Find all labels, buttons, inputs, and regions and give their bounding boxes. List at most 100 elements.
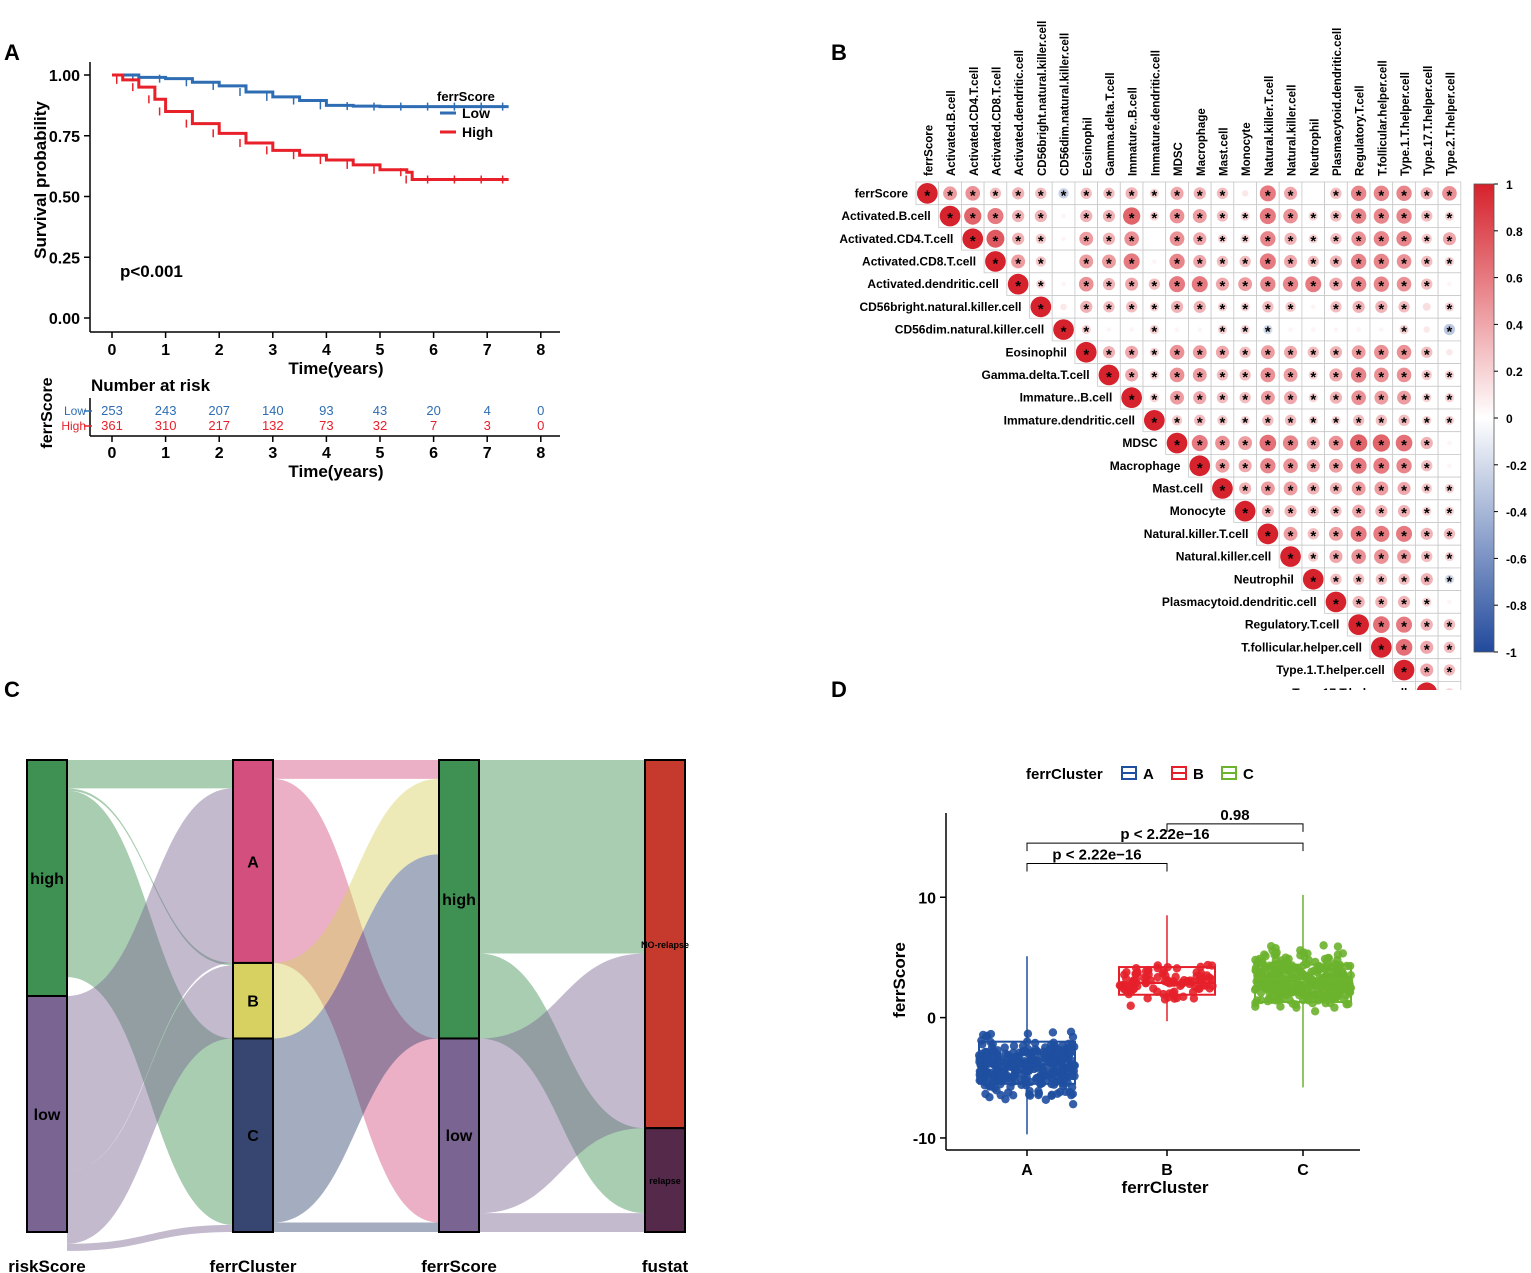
column-label: CD56bright.natural.killer.cell	[1037, 21, 1049, 176]
significance-star: *	[1424, 687, 1430, 690]
data-point	[1303, 949, 1312, 958]
correlation-circle	[1234, 500, 1256, 522]
significance-star: *	[1288, 505, 1294, 522]
significance-star: *	[1424, 551, 1430, 568]
significance-star: *	[1038, 255, 1044, 272]
correlation-circle	[1058, 188, 1069, 199]
sankey-node-label: high	[442, 892, 476, 909]
correlation-circle	[1149, 188, 1159, 198]
correlation-circle	[1396, 367, 1412, 383]
x-tick-label: 4	[322, 342, 331, 359]
row-label: Monocyte	[1170, 504, 1226, 518]
x-tick-label: 5	[376, 342, 385, 359]
sankey-flow	[67, 788, 233, 966]
correlation-circle	[1217, 302, 1228, 312]
data-point	[1041, 1095, 1051, 1104]
correlation-circle	[1262, 301, 1274, 313]
risk-count: 43	[373, 403, 387, 418]
correlation-circle	[1144, 410, 1165, 431]
data-point	[1032, 1047, 1042, 1056]
correlation-circle	[1216, 391, 1229, 404]
row-label: T.follicular.helper.cell	[1241, 640, 1362, 654]
correlation-circle	[1444, 211, 1455, 221]
correlation-circle	[1325, 591, 1347, 613]
sankey-node-label: relapse	[649, 1176, 681, 1186]
significance-star: *	[1401, 619, 1407, 636]
correlation-circle	[1260, 231, 1276, 247]
data-point	[1326, 998, 1335, 1008]
risk-x-tick-label: 3	[268, 445, 277, 462]
correlation-circle	[1169, 276, 1186, 293]
x-tick-label: 0	[108, 342, 117, 359]
data-point	[1276, 1002, 1285, 1011]
y-tick-label: 0.50	[49, 190, 80, 207]
significance-star: *	[1129, 278, 1135, 295]
correlation-circle	[1240, 302, 1250, 312]
significance-star: *	[1424, 414, 1430, 431]
significance-star: *	[1447, 551, 1453, 568]
correlation-circle	[1061, 236, 1066, 242]
risk-count: 7	[430, 418, 437, 433]
significance-star: *	[1424, 641, 1430, 658]
data-point	[1131, 969, 1141, 978]
significance-star: *	[1083, 210, 1089, 227]
data-point	[1189, 994, 1199, 1003]
significance-star: *	[1288, 278, 1294, 295]
row-label: Activated.CD8.T.cell	[862, 254, 976, 268]
correlation-circle	[1308, 234, 1318, 244]
column-label: Activated.CD4.T.cell	[969, 67, 981, 176]
correlation-circle	[987, 208, 1004, 225]
correlation-circle	[1194, 414, 1206, 427]
significance-star: *	[1015, 187, 1021, 204]
significance-star: *	[1333, 414, 1339, 431]
correlation-circle	[1421, 550, 1433, 563]
sankey-node	[26, 995, 68, 1233]
correlation-circle	[917, 183, 938, 204]
risk-count: 132	[262, 418, 284, 433]
correlation-circle	[1350, 457, 1367, 474]
correlation-circle	[985, 251, 1006, 272]
correlation-circle	[1352, 504, 1366, 518]
significance-star: *	[1220, 187, 1226, 204]
significance-star: *	[1151, 301, 1157, 318]
data-point	[1030, 1038, 1040, 1048]
y-tick-label: 1.00	[49, 68, 80, 85]
correlation-circle	[1260, 276, 1276, 292]
data-point	[1027, 1053, 1037, 1063]
significance-star: *	[1401, 437, 1407, 454]
correlation-circle	[1329, 482, 1343, 495]
column-label: CD56dim.natural.killer.cell	[1060, 33, 1072, 176]
correlation-circle	[1442, 232, 1456, 246]
correlation-circle	[1241, 190, 1249, 197]
correlation-circle	[1166, 432, 1188, 454]
significance-star: *	[1447, 619, 1453, 636]
significance-star: *	[1197, 369, 1203, 386]
correlation-circle	[1396, 458, 1412, 474]
correlation-circle	[1330, 301, 1342, 313]
significance-star: *	[1401, 301, 1407, 318]
correlation-circle	[1283, 458, 1298, 474]
correlation-circle	[1192, 345, 1207, 360]
correlation-circle	[1421, 210, 1433, 222]
significance-star: *	[1356, 551, 1362, 568]
significance-star: *	[1310, 460, 1316, 477]
correlation-circle	[1306, 459, 1320, 473]
x-tick-label: 1	[161, 342, 170, 359]
significance-star: *	[1038, 187, 1044, 204]
significance-star: *	[1197, 392, 1203, 409]
km-curve-low	[112, 73, 509, 109]
correlation-circle	[1238, 277, 1253, 292]
correlation-circle	[1240, 415, 1250, 425]
significance-star: *	[1174, 437, 1180, 454]
significance-star: *	[1288, 346, 1294, 363]
significance-star: *	[1401, 324, 1407, 341]
colorbar-tick-label: -0.4	[1506, 506, 1527, 520]
data-point	[1205, 984, 1214, 993]
significance-star: *	[1356, 346, 1362, 363]
significance-star: *	[1333, 392, 1339, 409]
correlation-circle	[1034, 209, 1047, 223]
row-label: Plasmacytoid.dendritic.cell	[1162, 595, 1317, 609]
sankey-node	[438, 1037, 480, 1234]
significance-star: *	[1083, 187, 1089, 204]
correlation-circle	[1308, 551, 1319, 562]
